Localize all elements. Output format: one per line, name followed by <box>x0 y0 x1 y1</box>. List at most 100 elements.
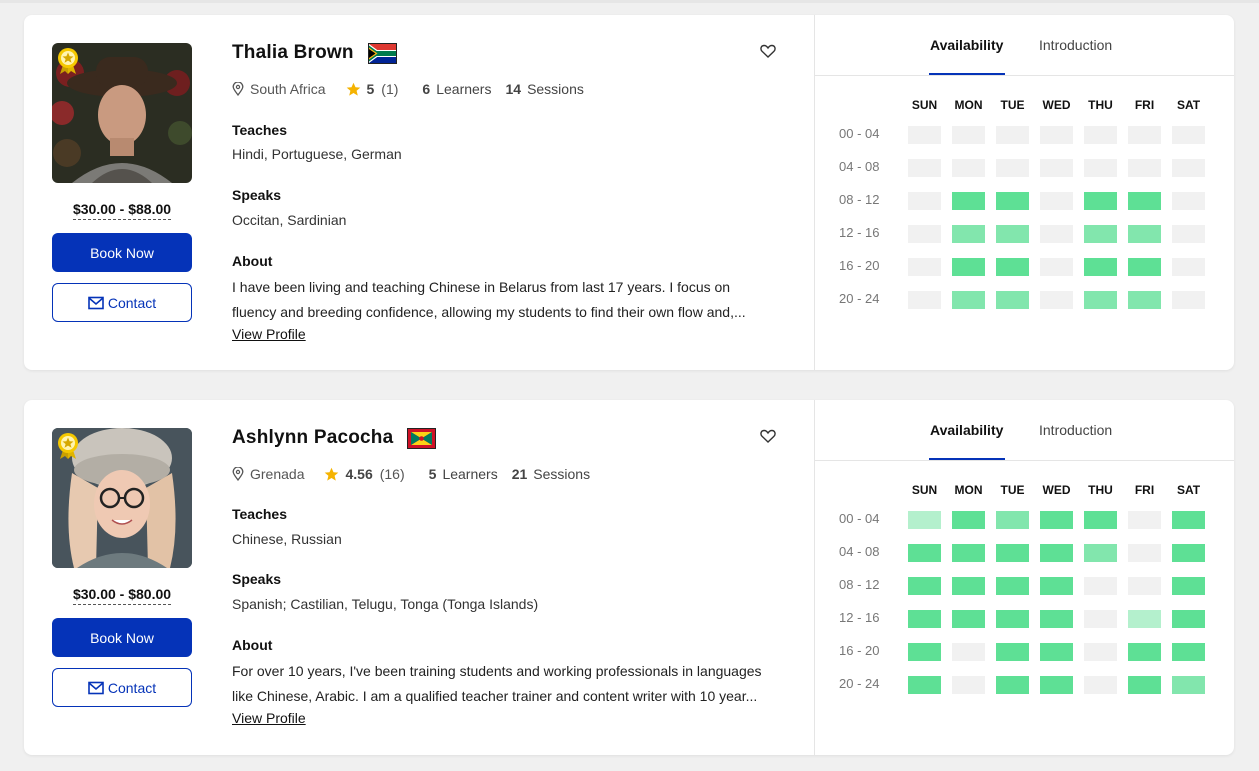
availability-cell <box>1084 126 1117 144</box>
tutor-name[interactable]: Thalia Brown <box>232 42 354 63</box>
day-header-fri: FRI <box>1134 483 1155 497</box>
availability-panel: Availability Introduction SUN MON TUE WED TH… <box>814 400 1234 755</box>
view-profile-link[interactable]: View Profile <box>232 326 306 342</box>
availability-cell <box>952 577 985 595</box>
availability-cell <box>1172 511 1205 529</box>
availability-cell <box>996 676 1029 694</box>
tutor-name[interactable]: Ashlynn Pacocha <box>232 427 394 448</box>
teaches-heading: Teaches <box>232 122 287 138</box>
availability-panel: Availability Introduction SUN MON TUE WED TH… <box>814 15 1234 370</box>
learners-label: Learners <box>442 466 498 482</box>
panel-tabs: Availability Introduction <box>815 400 1234 461</box>
about-line-2: fluency and breeding confidence, allowin… <box>232 304 746 320</box>
availability-cell <box>908 643 941 661</box>
availability-cell <box>1128 192 1161 210</box>
availability-cell <box>1128 159 1161 177</box>
tutor-meta: Grenada 4.56 (16) 5 Learners 21 Sessions <box>232 464 590 484</box>
availability-cell <box>1084 676 1117 694</box>
active-tab-indicator <box>929 458 1005 460</box>
day-header-thu: THU <box>1088 483 1113 497</box>
availability-cell <box>952 610 985 628</box>
tab-availability[interactable]: Availability <box>930 422 1004 438</box>
tab-introduction[interactable]: Introduction <box>1039 37 1113 53</box>
availability-cell <box>952 643 985 661</box>
time-slot-label: 00 - 04 <box>839 511 880 526</box>
country: South Africa <box>250 81 326 97</box>
time-slot-label: 20 - 24 <box>839 291 880 306</box>
time-slot-label: 12 - 16 <box>839 225 880 240</box>
day-header-tue: TUE <box>1000 98 1025 112</box>
speaks-heading: Speaks <box>232 571 282 587</box>
review-count: (1) <box>381 81 399 97</box>
sessions-count: 14 <box>505 81 522 97</box>
heart-icon[interactable] <box>760 428 776 444</box>
availability-cell <box>1084 258 1117 276</box>
speaks-heading: Speaks <box>232 187 282 203</box>
availability-cell <box>1128 258 1161 276</box>
about-text: I have been living and teaching Chinese … <box>232 275 788 325</box>
tutor-name-row: Thalia Brown <box>232 39 397 67</box>
availability-cell <box>908 610 941 628</box>
about-line-1: I have been living and teaching Chinese … <box>232 279 731 295</box>
tutor-info: $30.00 - $88.00 Book Now Contact Thalia … <box>24 15 814 370</box>
time-slot-label: 08 - 12 <box>839 192 880 207</box>
availability-cell <box>1128 291 1161 309</box>
south-africa-flag-icon <box>367 42 397 64</box>
avatar[interactable] <box>52 43 192 183</box>
price-range: $30.00 - $80.00 <box>52 586 192 605</box>
availability-cell <box>1040 577 1073 595</box>
sessions-label: Sessions <box>527 81 584 97</box>
availability-cell <box>908 511 941 529</box>
availability-cell <box>1040 159 1073 177</box>
heart-icon[interactable] <box>760 43 776 59</box>
contact-button[interactable]: Contact <box>52 668 192 707</box>
avatar[interactable] <box>52 428 192 568</box>
book-now-button[interactable]: Book Now <box>52 618 192 657</box>
rating: 5 <box>366 81 375 97</box>
availability-cell <box>1040 291 1073 309</box>
availability-cell <box>1172 126 1205 144</box>
time-slot-label: 16 - 20 <box>839 643 880 658</box>
day-header-wed: WED <box>1042 483 1071 497</box>
availability-cell <box>1172 192 1205 210</box>
availability-cell <box>1128 225 1161 243</box>
availability-cell <box>1084 643 1117 661</box>
tutor-name-row: Ashlynn Pacocha <box>232 424 437 452</box>
learners-count: 5 <box>428 466 437 482</box>
availability-cell <box>996 511 1029 529</box>
availability-cell <box>996 577 1029 595</box>
tab-introduction[interactable]: Introduction <box>1039 422 1113 438</box>
availability-cell <box>1128 610 1161 628</box>
contact-button[interactable]: Contact <box>52 283 192 322</box>
book-now-button[interactable]: Book Now <box>52 233 192 272</box>
page-top-border <box>0 0 1259 3</box>
day-header-fri: FRI <box>1134 98 1155 112</box>
star-icon <box>346 82 360 96</box>
availability-cell <box>1172 643 1205 661</box>
active-tab-indicator <box>929 73 1005 75</box>
availability-cell <box>1040 544 1073 562</box>
availability-cell <box>952 511 985 529</box>
view-profile-link[interactable]: View Profile <box>232 710 306 726</box>
about-text: For over 10 years, I've been training st… <box>232 659 788 709</box>
teaches-value: Hindi, Portuguese, German <box>232 146 402 162</box>
star-icon <box>325 467 339 481</box>
availability-cell <box>908 544 941 562</box>
availability-cell <box>1040 511 1073 529</box>
availability-cell <box>1128 643 1161 661</box>
time-slot-label: 16 - 20 <box>839 258 880 273</box>
sessions-count: 21 <box>511 466 528 482</box>
tab-availability[interactable]: Availability <box>930 37 1004 53</box>
availability-cell <box>908 126 941 144</box>
availability-cell <box>952 258 985 276</box>
learners-label: Learners <box>436 81 492 97</box>
time-slot-label: 00 - 04 <box>839 126 880 141</box>
day-header-wed: WED <box>1042 98 1071 112</box>
availability-cell <box>908 258 941 276</box>
teaches-heading: Teaches <box>232 506 287 522</box>
day-header-sat: SAT <box>1176 483 1201 497</box>
availability-cell <box>1172 676 1205 694</box>
availability-cell <box>1040 676 1073 694</box>
availability-cell <box>996 159 1029 177</box>
availability-cell <box>908 225 941 243</box>
